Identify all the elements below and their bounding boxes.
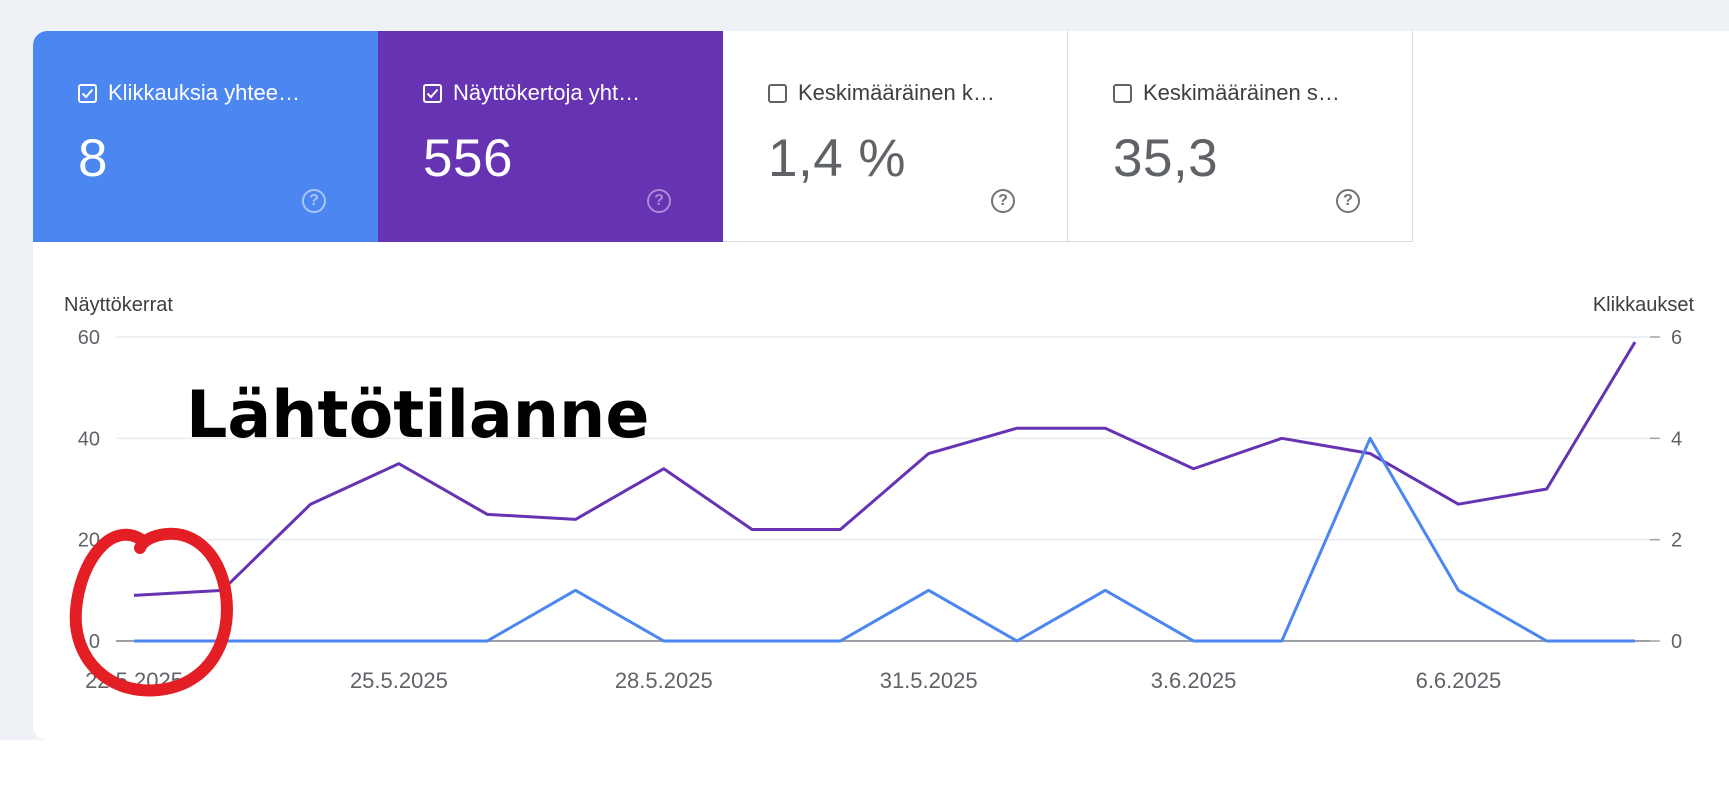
y-right-tick-label: 6 [1671, 327, 1682, 349]
x-tick-label: 3.6.2025 [1151, 668, 1237, 693]
x-tick-label: 25.5.2025 [350, 668, 448, 693]
help-icon[interactable]: ? [1336, 189, 1360, 213]
y-axis-left-label: Näyttökerrat [64, 294, 173, 316]
annotation-text: Lähtötilanne [186, 378, 649, 453]
metric-card-value: 8 [78, 129, 108, 188]
metric-card-value: 35,3 [1113, 129, 1219, 188]
checkbox-checked-icon[interactable] [78, 83, 97, 103]
y-axis-right-ticks: 0 2 4 6 [1650, 327, 1682, 653]
checkbox-checked-icon[interactable] [423, 83, 442, 103]
metric-card-label: Keskimääräinen s… [1143, 80, 1340, 105]
series-line-clicks [134, 436, 1635, 643]
metric-card-clicks[interactable]: Klikkauksia yhtee… 8 ? [33, 31, 378, 242]
metric-card-ctr[interactable]: Keskimääräinen k… 1,4 % ? [723, 31, 1068, 242]
metric-card-label: Näyttökertoja yht… [453, 80, 641, 105]
checkbox-unchecked-icon[interactable] [1113, 83, 1132, 103]
annotation-circle [69, 527, 233, 697]
help-icon[interactable]: ? [991, 189, 1015, 213]
y-left-tick-label: 60 [78, 327, 100, 349]
checkbox-unchecked-icon[interactable] [768, 83, 787, 103]
help-icon[interactable]: ? [302, 189, 326, 213]
metric-card-impressions[interactable]: Näyttökertoja yht… 556 ? [378, 31, 723, 242]
y-right-tick-label: 2 [1671, 530, 1682, 552]
y-left-tick-label: 40 [78, 428, 100, 450]
performance-panel: Klikkauksia yhtee… 8 ? Näyttökertoja yht… [33, 31, 1729, 740]
metric-card-value: 556 [423, 129, 513, 188]
metric-cards: Klikkauksia yhtee… 8 ? Näyttökertoja yht… [33, 31, 1413, 242]
metric-card-position[interactable]: Keskimääräinen s… 35,3 ? [1068, 31, 1413, 242]
x-tick-label: 28.5.2025 [615, 668, 713, 693]
y-right-tick-label: 4 [1671, 428, 1682, 450]
y-right-tick-label: 0 [1671, 631, 1682, 653]
x-tick-label: 31.5.2025 [880, 668, 978, 693]
metric-card-label: Klikkauksia yhtee… [108, 80, 300, 105]
y-axis-right-label: Klikkaukset [1593, 294, 1695, 316]
x-tick-label: 6.6.2025 [1416, 668, 1502, 693]
metric-card-value: 1,4 % [768, 129, 907, 188]
x-axis-ticks: 22.5.2025 25.5.2025 28.5.2025 31.5.2025 3.6.… [85, 668, 1501, 693]
y-left-tick-label: 0 [89, 631, 100, 653]
metric-card-label: Keskimääräinen k… [798, 80, 995, 105]
help-icon[interactable]: ? [647, 189, 671, 213]
